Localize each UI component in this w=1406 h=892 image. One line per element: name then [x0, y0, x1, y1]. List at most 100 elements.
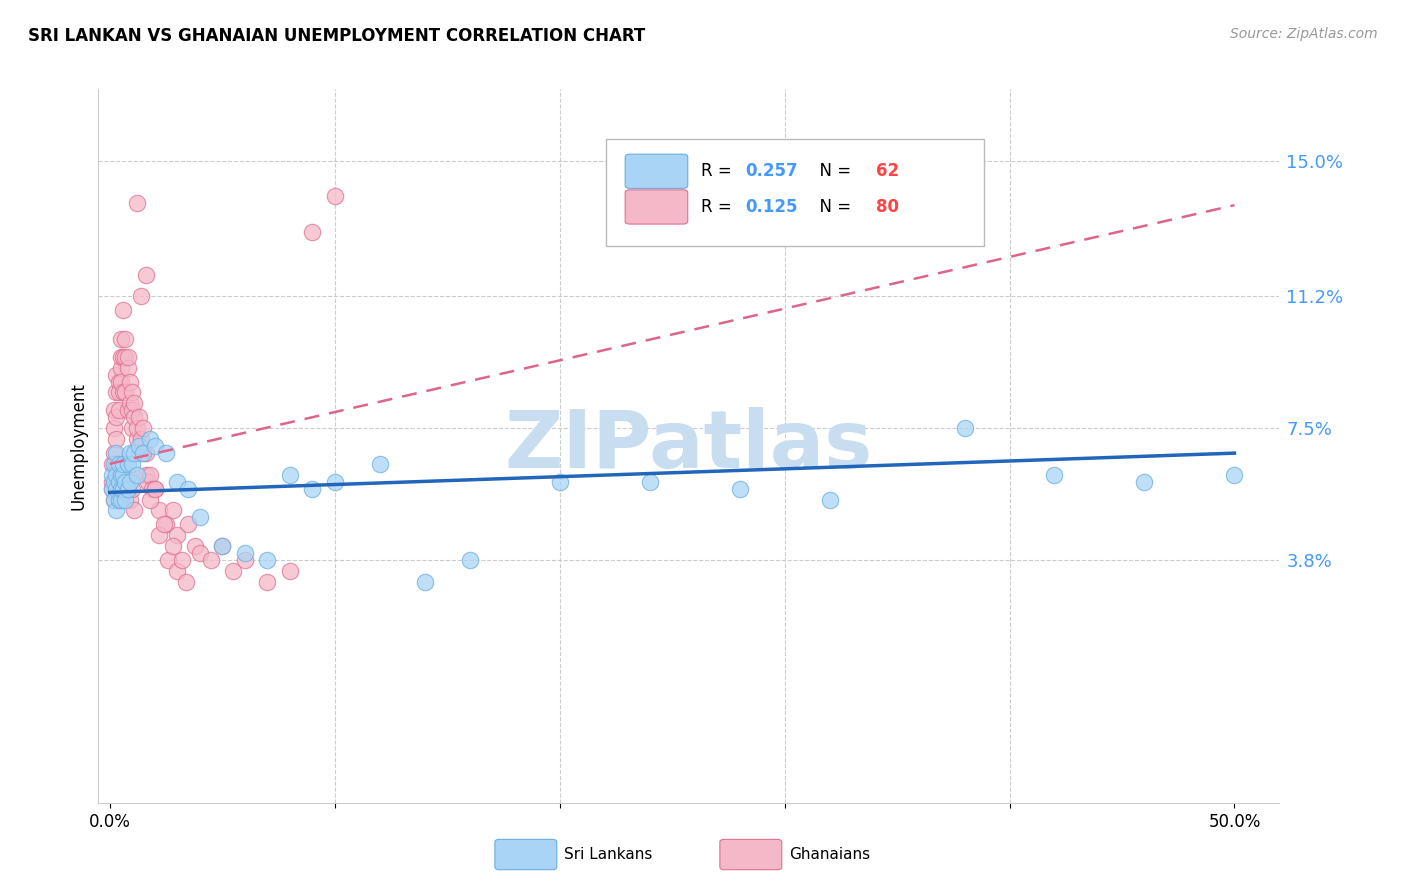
- Point: [105, 503, 128, 517]
- Point: [107, 457, 129, 471]
- Point: [124, 503, 146, 517]
- Point: [458, 553, 481, 567]
- Point: [157, 553, 180, 567]
- Point: [118, 475, 141, 489]
- Point: [125, 421, 148, 435]
- Text: Ghanaians: Ghanaians: [789, 847, 870, 862]
- Point: [114, 475, 136, 489]
- Point: [107, 385, 129, 400]
- Point: [548, 475, 571, 489]
- Point: [117, 403, 139, 417]
- Point: [170, 553, 193, 567]
- Point: [184, 539, 207, 553]
- Point: [101, 475, 124, 489]
- Point: [256, 574, 278, 589]
- Point: [112, 350, 135, 364]
- Point: [107, 403, 129, 417]
- Point: [114, 385, 136, 400]
- Point: [200, 553, 222, 567]
- FancyBboxPatch shape: [606, 139, 984, 246]
- Point: [278, 467, 301, 482]
- Point: [177, 482, 200, 496]
- Point: [301, 225, 323, 239]
- Point: [128, 410, 150, 425]
- Point: [114, 492, 136, 507]
- Point: [139, 492, 162, 507]
- Point: [107, 475, 129, 489]
- Point: [103, 403, 125, 417]
- Point: [112, 457, 135, 471]
- Point: [177, 517, 200, 532]
- Point: [112, 482, 135, 496]
- Point: [110, 350, 132, 364]
- Point: [105, 410, 128, 425]
- Point: [118, 446, 141, 460]
- Point: [118, 396, 141, 410]
- Point: [117, 482, 139, 496]
- Point: [162, 503, 184, 517]
- Point: [129, 289, 152, 303]
- Point: [188, 510, 211, 524]
- Point: [301, 482, 323, 496]
- Point: [1223, 467, 1246, 482]
- Point: [107, 475, 129, 489]
- Point: [117, 467, 139, 482]
- Point: [132, 446, 155, 460]
- Point: [110, 375, 132, 389]
- Point: [413, 574, 436, 589]
- Point: [143, 439, 166, 453]
- Point: [114, 350, 136, 364]
- Point: [124, 446, 146, 460]
- Point: [155, 517, 177, 532]
- Text: R =: R =: [700, 198, 737, 216]
- Point: [121, 385, 143, 400]
- Point: [135, 268, 157, 282]
- Point: [152, 517, 174, 532]
- Point: [128, 439, 150, 453]
- Point: [117, 360, 139, 375]
- Point: [128, 446, 150, 460]
- Point: [101, 457, 124, 471]
- Text: Source: ZipAtlas.com: Source: ZipAtlas.com: [1230, 27, 1378, 41]
- Point: [188, 546, 211, 560]
- Text: 0.125: 0.125: [745, 198, 799, 216]
- Point: [105, 467, 128, 482]
- Point: [323, 189, 346, 203]
- Point: [103, 421, 125, 435]
- Point: [107, 492, 129, 507]
- Point: [105, 385, 128, 400]
- Point: [323, 475, 346, 489]
- Point: [638, 475, 661, 489]
- Point: [162, 539, 184, 553]
- Text: R =: R =: [700, 162, 737, 180]
- Point: [110, 482, 132, 496]
- Point: [278, 564, 301, 578]
- Text: 0.257: 0.257: [745, 162, 799, 180]
- Y-axis label: Unemployment: Unemployment: [69, 382, 87, 510]
- Point: [117, 457, 139, 471]
- Point: [101, 482, 124, 496]
- Point: [256, 553, 278, 567]
- Point: [135, 446, 157, 460]
- Point: [143, 482, 166, 496]
- Point: [818, 492, 841, 507]
- Text: Sri Lankans: Sri Lankans: [564, 847, 652, 862]
- Text: ZIPatlas: ZIPatlas: [505, 407, 873, 485]
- Point: [114, 332, 136, 346]
- Point: [118, 375, 141, 389]
- Point: [107, 375, 129, 389]
- Point: [110, 360, 132, 375]
- Point: [148, 528, 170, 542]
- FancyBboxPatch shape: [626, 154, 688, 188]
- Point: [112, 467, 135, 482]
- FancyBboxPatch shape: [495, 839, 557, 870]
- Point: [1043, 467, 1066, 482]
- Point: [141, 482, 163, 496]
- Text: N =: N =: [810, 198, 856, 216]
- Point: [728, 482, 751, 496]
- Point: [166, 475, 188, 489]
- FancyBboxPatch shape: [720, 839, 782, 870]
- Point: [110, 492, 132, 507]
- Point: [125, 467, 148, 482]
- Point: [136, 475, 159, 489]
